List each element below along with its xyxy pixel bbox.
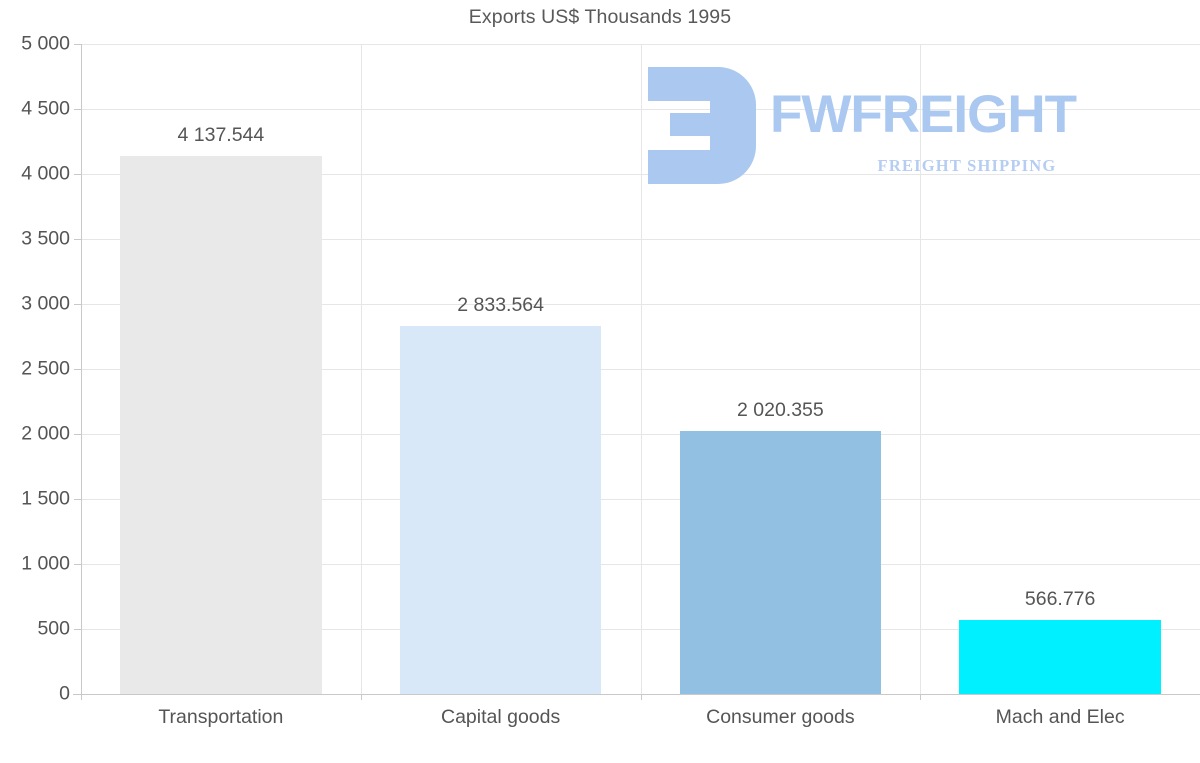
y-axis-label: 1 000 [21,552,70,575]
y-axis-label: 0 [59,682,70,705]
bar-value-label: 2 833.564 [457,293,545,316]
y-axis-label: 500 [37,617,70,640]
chart-title: Exports US$ Thousands 1995 [468,6,732,28]
gridline-vertical [920,44,921,694]
x-axis-tick [81,694,82,700]
y-axis-label: 3 500 [21,227,70,250]
y-axis-line [81,44,82,695]
y-axis-tick [74,174,81,175]
gridline-horizontal [81,564,1200,565]
gridline-horizontal [81,499,1200,500]
y-axis-label: 1 500 [21,487,70,510]
x-axis-category-label: Capital goods [441,706,561,728]
y-axis-tick [74,499,81,500]
y-axis-label: 2 500 [21,357,70,380]
gridline-horizontal [81,434,1200,435]
gridline-horizontal [81,629,1200,630]
x-axis-category-label: Transportation [158,706,284,728]
bar-value-label: 2 020.355 [736,399,824,422]
y-axis-tick [74,629,81,630]
y-axis-tick [74,44,81,45]
x-axis-tick [920,694,921,700]
gridline-vertical [641,44,642,694]
gridline-horizontal [81,44,1200,45]
y-axis-label: 4 500 [21,97,70,120]
y-axis-tick [74,434,81,435]
gridline-horizontal [81,239,1200,240]
y-axis-tick [74,564,81,565]
bar-value-label: 4 137.544 [177,124,265,147]
bar-value-label: 566.776 [1024,588,1096,611]
y-axis-label: 5 000 [21,32,70,55]
gridline-vertical [361,44,362,694]
y-axis-tick [74,369,81,370]
y-axis-tick [74,109,81,110]
x-axis-category-label: Consumer goods [706,706,855,728]
y-axis-label: 4 000 [21,162,70,185]
gridline-horizontal [81,369,1200,370]
y-axis-tick [74,239,81,240]
x-axis-tick [641,694,642,700]
x-axis-tick [361,694,362,700]
bar[interactable] [959,620,1161,694]
x-axis-category-label: Mach and Elec [995,706,1125,728]
gridline-horizontal [81,109,1200,110]
y-axis-label: 3 000 [21,292,70,315]
y-axis-tick [74,304,81,305]
bar[interactable] [679,431,882,694]
gridline-horizontal [81,304,1200,305]
bar[interactable] [120,156,322,694]
gridline-horizontal [81,174,1200,175]
plot-area: 0 500 1 000 1 500 2 000 2 500 3 000 3 500 4 000 4… [21,33,1200,728]
y-axis-label: 2 000 [21,422,70,445]
x-axis-line [73,694,1200,695]
bar[interactable] [399,325,602,694]
